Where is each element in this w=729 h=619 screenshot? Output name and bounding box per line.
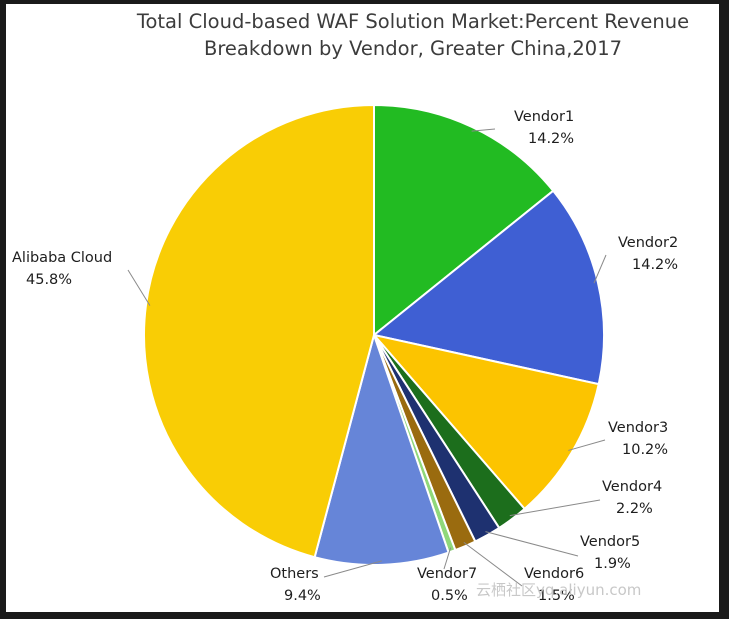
slice-label-value: 45.8% bbox=[26, 272, 72, 288]
slice-label-name: Vendor7 bbox=[417, 566, 477, 582]
slice-label-value: 1.9% bbox=[594, 556, 631, 572]
watermark: 云栖社区yq.aliyun.com bbox=[476, 581, 641, 599]
pie-slice-vendor3 bbox=[371, 333, 600, 511]
slice-label-value: 1.5% bbox=[538, 588, 575, 604]
slice-label-value: 14.2% bbox=[632, 257, 678, 273]
pie-chart: Total Cloud-based WAF Solution Market:Pe… bbox=[12, 10, 689, 604]
leader-line bbox=[463, 541, 523, 587]
slice-label-name: Vendor6 bbox=[524, 566, 584, 582]
leader-line bbox=[323, 560, 382, 578]
slice-label-name: Vendor5 bbox=[580, 534, 640, 550]
slice-label-name: Vendor2 bbox=[618, 235, 678, 251]
chart-title-line-2: Breakdown by Vendor, Greater China,2017 bbox=[204, 37, 622, 60]
slice-label-value: 0.5% bbox=[431, 588, 468, 604]
slice-label-value: 14.2% bbox=[528, 131, 574, 147]
chart-panel: Total Cloud-based WAF Solution Market:Pe… bbox=[6, 4, 719, 612]
slice-label-value: 9.4% bbox=[284, 588, 321, 604]
pie-slice-vendor2 bbox=[371, 189, 605, 386]
leader-line bbox=[485, 531, 579, 557]
pie-slice-alibaba-cloud bbox=[143, 103, 375, 559]
pie-slice-others bbox=[313, 331, 450, 566]
leader-line bbox=[471, 128, 496, 132]
slice-label-name: Vendor1 bbox=[514, 109, 574, 125]
chart-title-line-1: Total Cloud-based WAF Solution Market:Pe… bbox=[136, 10, 689, 33]
slice-label-name: Alibaba Cloud bbox=[12, 250, 112, 266]
pie-slices bbox=[143, 103, 605, 566]
leader-lines bbox=[127, 128, 607, 587]
pie-slice-vendor1 bbox=[373, 103, 555, 338]
slice-labels: Vendor1 14.2% Vendor2 14.2% Vendor3 10.2% Vend… bbox=[12, 109, 678, 604]
leader-line bbox=[443, 547, 452, 570]
slice-label-value: 2.2% bbox=[616, 501, 653, 517]
slice-label-name: Others bbox=[270, 566, 319, 582]
leader-line bbox=[593, 254, 607, 284]
slice-label-name: Vendor4 bbox=[602, 479, 662, 495]
slice-label-name: Vendor3 bbox=[608, 420, 668, 436]
slice-label-value: 10.2% bbox=[622, 442, 668, 458]
leader-line bbox=[509, 499, 601, 517]
leader-line bbox=[127, 269, 151, 306]
leader-line bbox=[568, 439, 606, 451]
